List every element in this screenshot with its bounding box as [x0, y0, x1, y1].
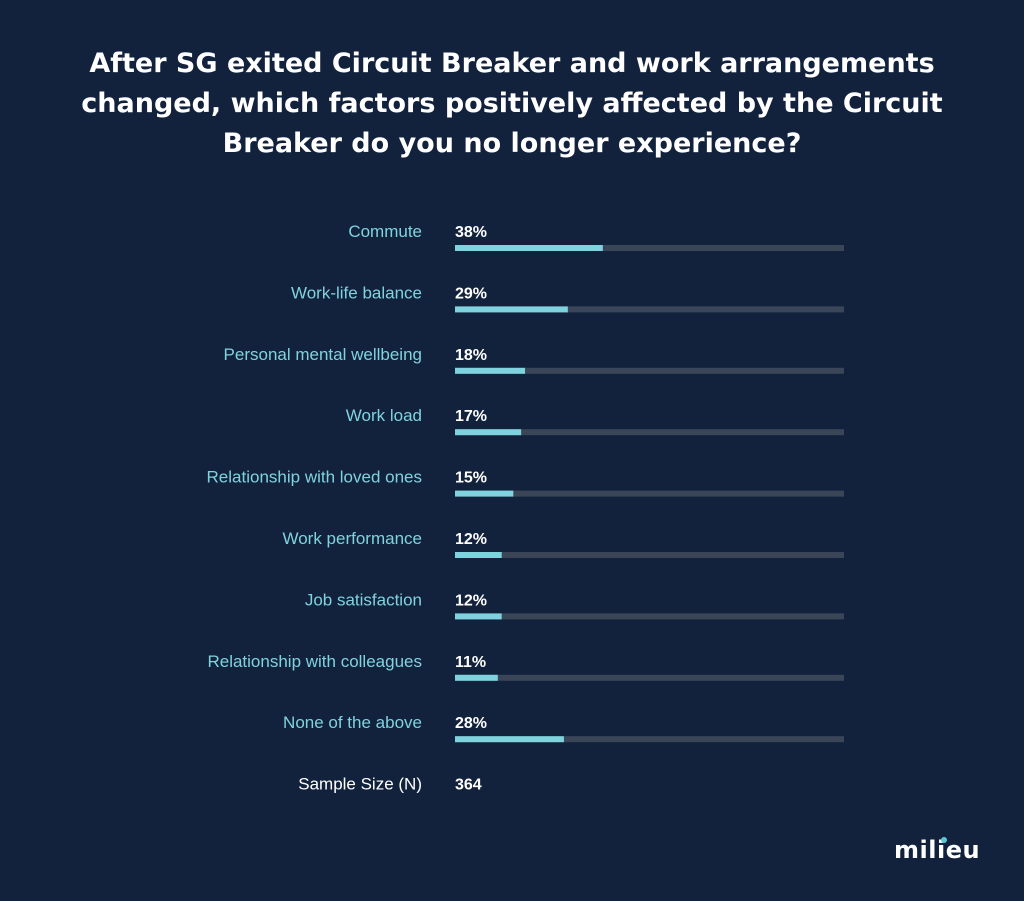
bar-work-performance — [455, 552, 502, 558]
category-label-work-performance: Work performance — [282, 529, 422, 548]
value-label-work-performance: 12% — [455, 531, 487, 548]
chart-title: After SG exited Circuit Breaker and work… — [81, 48, 943, 159]
bar-track-none-of-the-above — [455, 736, 844, 743]
sample-size-label: Sample Size (N) — [298, 775, 422, 794]
bar-track-work-load — [455, 429, 844, 436]
bar-track-work-performance — [455, 552, 844, 558]
bar-track-personal-mental-wellbeing — [455, 367, 844, 374]
category-label-work-load: Work load — [346, 406, 422, 425]
sample-size-value: 364 — [455, 777, 482, 794]
bar-job-satisfaction — [455, 613, 502, 620]
bar-track-work-life-balance — [455, 306, 844, 313]
value-label-work-load: 17% — [455, 408, 487, 425]
category-label-personal-mental-wellbeing: Personal mental wellbeing — [224, 345, 422, 364]
category-label-job-satisfaction: Job satisfaction — [305, 590, 422, 609]
category-label-none-of-the-above: None of the above — [283, 713, 422, 732]
value-label-relationship-with-colleagues: 11% — [455, 654, 486, 671]
value-label-personal-mental-wellbeing: 18% — [455, 347, 487, 364]
milieu-logo: milieu — [894, 836, 981, 864]
bar-work-life-balance — [455, 306, 568, 313]
category-label-relationship-with-loved-ones: Relationship with loved ones — [207, 468, 422, 487]
logo-dot-icon — [941, 837, 947, 843]
category-label-work-life-balance: Work-life balance — [291, 283, 422, 302]
bar-work-load — [455, 429, 522, 436]
value-label-commute: 38% — [455, 224, 487, 241]
value-label-job-satisfaction: 12% — [455, 592, 487, 609]
bar-track-relationship-with-loved-ones — [455, 490, 844, 497]
value-label-relationship-with-loved-ones: 15% — [455, 470, 487, 487]
category-label-commute: Commute — [348, 222, 422, 241]
bar-track-relationship-with-colleagues — [455, 674, 844, 681]
bar-relationship-with-loved-ones — [455, 490, 514, 497]
bar-track-commute — [455, 245, 844, 251]
bar-commute — [455, 245, 603, 251]
bar-relationship-with-colleagues — [455, 674, 498, 681]
value-label-work-life-balance: 29% — [455, 285, 487, 302]
value-label-none-of-the-above: 28% — [455, 715, 487, 732]
bar-personal-mental-wellbeing — [455, 367, 526, 374]
category-label-relationship-with-colleagues: Relationship with colleagues — [207, 652, 422, 671]
bar-none-of-the-above — [455, 736, 564, 743]
bar-track-job-satisfaction — [455, 613, 844, 620]
